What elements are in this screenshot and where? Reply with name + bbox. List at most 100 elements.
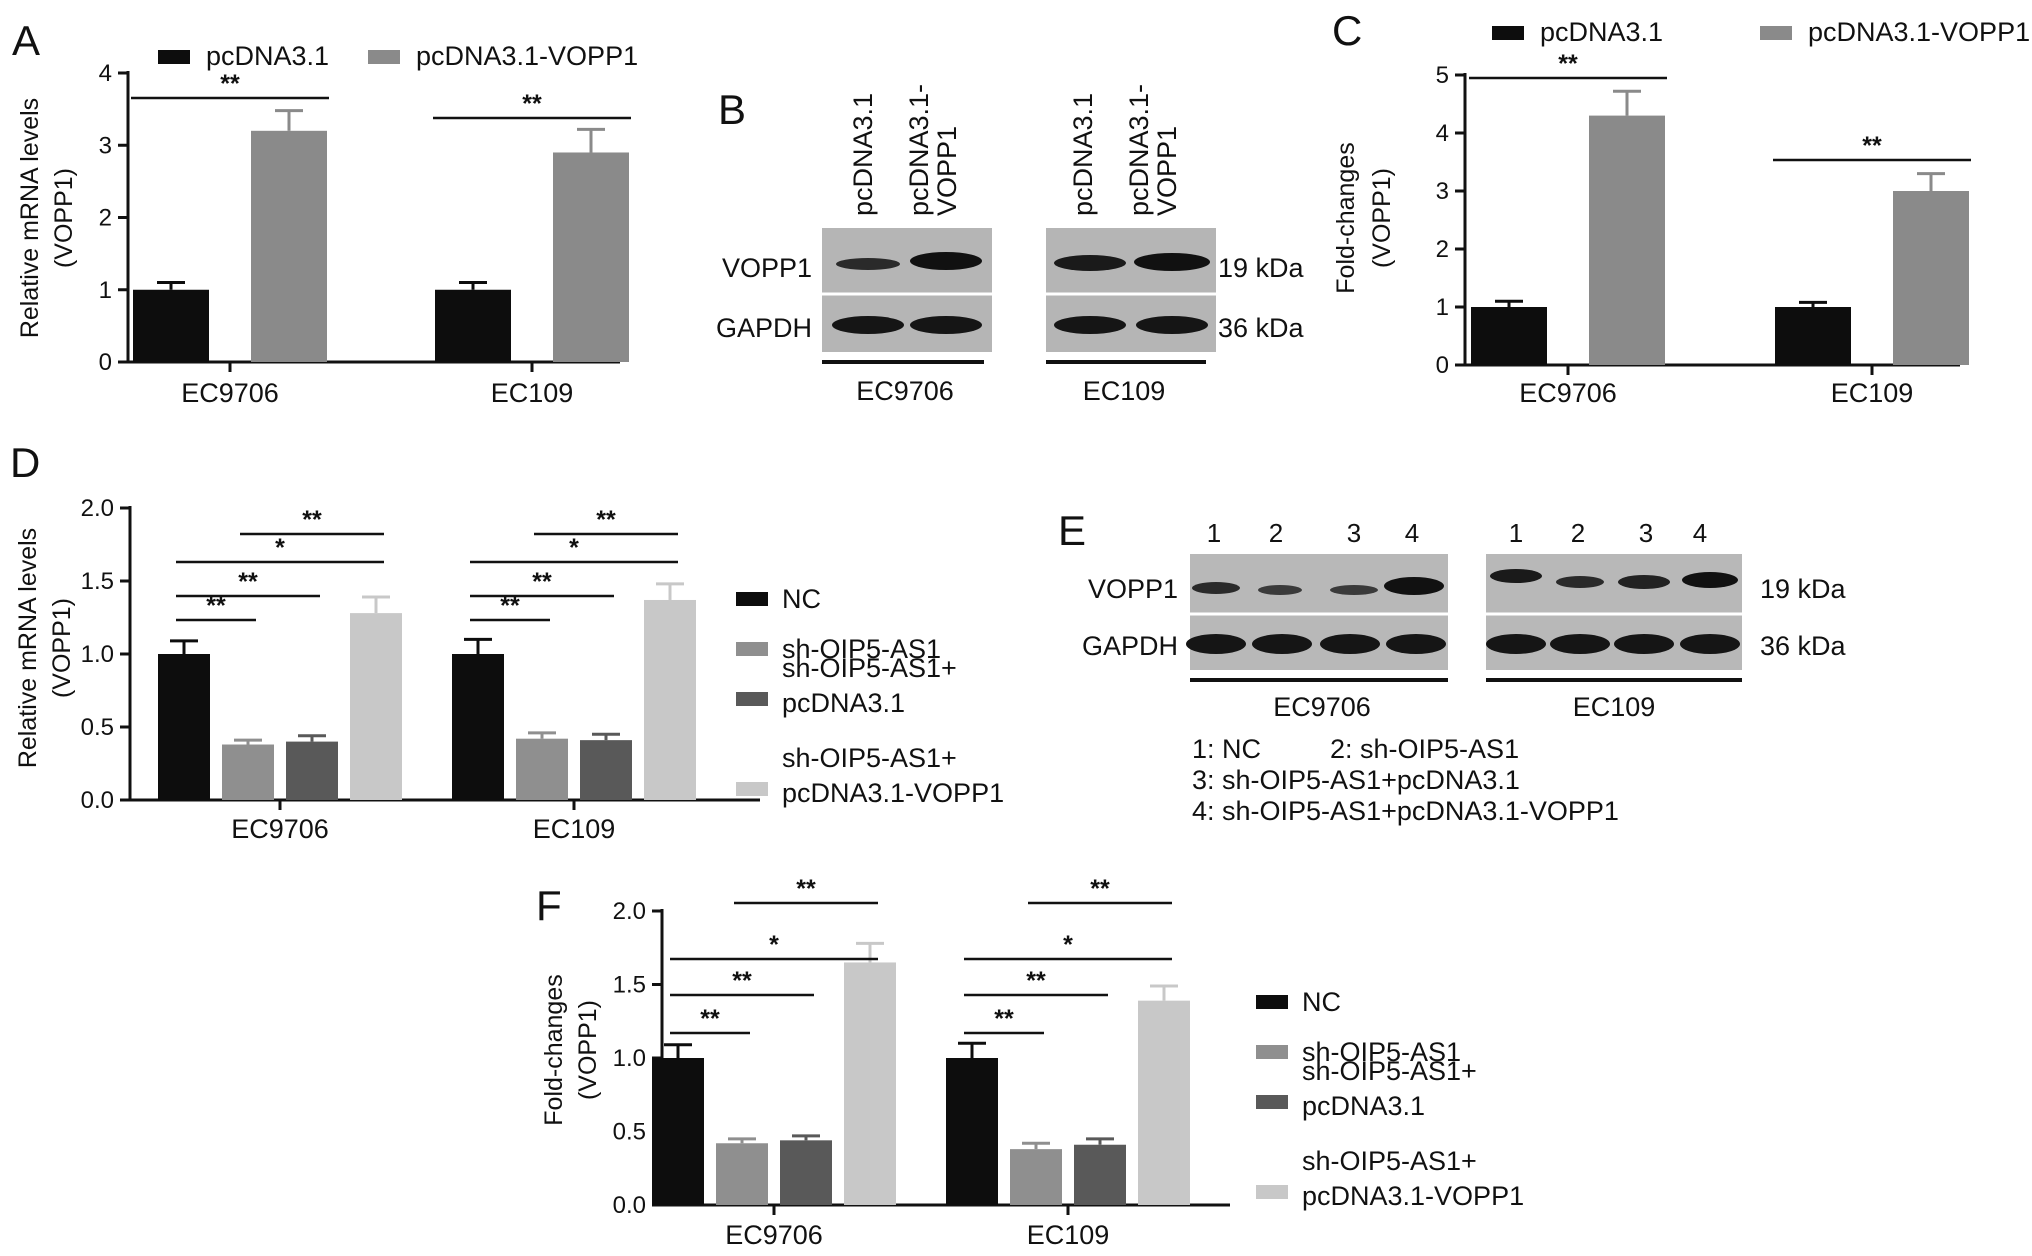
x-category-label: EC109	[1831, 378, 1914, 408]
blot-b-band-gapdh-4	[1136, 316, 1208, 334]
blot-e-size-19kda: 19 kDa	[1760, 574, 1847, 604]
y-tick-label: 2.0	[613, 898, 646, 925]
y-tick-label: 1	[1436, 294, 1449, 321]
legend-swatch	[736, 782, 768, 796]
y-tick-label: 0	[99, 349, 112, 376]
bar-a-1-0	[435, 289, 511, 362]
y-tick-label: 0.0	[613, 1192, 646, 1219]
bar-f-0-2	[780, 1140, 832, 1205]
legend-swatch	[1256, 1045, 1288, 1059]
significance-label: **	[1090, 875, 1110, 903]
blot-e-band-vopp1-2	[1258, 585, 1302, 595]
legend-label: NC	[782, 584, 821, 614]
bar-c-1-0	[1775, 307, 1851, 365]
y-axis-label: (VOPP1)	[48, 598, 76, 698]
x-category-label: EC9706	[231, 814, 329, 844]
blot-e-lane-number-7: 3	[1639, 518, 1653, 548]
legend-swatch	[736, 592, 768, 606]
legend-label: pcDNA3.1	[1302, 1091, 1425, 1121]
legend-label: sh-OIP5-AS1	[782, 634, 941, 664]
legend-swatch	[736, 692, 768, 706]
legend-swatch	[1492, 26, 1524, 40]
blot-e-key-line-1: 1: NC	[1192, 734, 1261, 764]
y-tick-label: 2	[99, 205, 112, 232]
bar-f-0-3	[844, 962, 896, 1205]
blot-e-band-gapdh-5	[1486, 634, 1546, 654]
bar-f-0-1	[716, 1143, 768, 1205]
blot-e-row-label-vopp1: VOPP1	[1088, 574, 1178, 604]
legend-label: sh-OIP5-AS1	[1302, 1037, 1461, 1067]
significance-label: **	[302, 506, 322, 534]
blot-b-row-label-gapdh: GAPDH	[716, 313, 812, 343]
blot-e-group-ec109: EC109	[1573, 692, 1656, 722]
bar-c-1-1	[1893, 191, 1969, 365]
legend-label: sh-OIP5-AS1+	[1302, 1056, 1477, 1086]
blot-e-band-vopp1-5	[1490, 569, 1542, 583]
significance-label: *	[275, 534, 285, 562]
y-tick-label: 5	[1436, 62, 1449, 89]
blot-e-band-vopp1-8	[1682, 572, 1738, 588]
significance-label: **	[238, 568, 258, 596]
blot-e-lane-number-5: 1	[1509, 518, 1523, 548]
y-tick-label: 0.5	[81, 714, 114, 741]
panel-f-chart: F 0.0 0.5 1.0 1.5 2.0 Fold-changes (VOPP1) EC970…	[536, 875, 1524, 1250]
blot-b-group-ec109: EC109	[1083, 376, 1166, 406]
legend-label: pcDNA3.1	[782, 688, 905, 718]
significance-label: **	[1558, 50, 1578, 78]
y-tick-label: 1.5	[81, 568, 114, 595]
panel-b-letter: B	[718, 86, 746, 133]
panel-c-chart: C 0 1 2 3 4 5 Fold-changes (VOPP1) EC9706 EC109 ** *…	[1332, 7, 2030, 408]
blot-e-band-vopp1-7	[1618, 575, 1670, 589]
blot-e-band-gapdh-8	[1680, 634, 1740, 654]
blot-b-image-right	[1046, 228, 1216, 352]
significance-label: **	[1026, 967, 1046, 995]
y-tick-label: 3	[99, 132, 112, 159]
blot-b-lane-label-3: pcDNA3.1	[1068, 93, 1098, 216]
y-tick-label: 0.5	[613, 1119, 646, 1146]
significance-label: **	[532, 568, 552, 596]
blot-b-lane-label-2b: VOPP1	[932, 126, 962, 216]
significance-label: **	[596, 506, 616, 534]
significance-label: *	[769, 931, 779, 959]
panel-b-western-blot: B pcDNA3.1 pcDNA3.1- VOPP1 pcDNA3.1 pcDN…	[716, 84, 1305, 406]
legend-label: sh-OIP5-AS1+	[782, 653, 957, 683]
panel-a-letter: A	[12, 17, 40, 64]
blot-b-band-gapdh-2	[910, 316, 982, 334]
blot-e-band-gapdh-6	[1550, 634, 1610, 654]
bar-d-1-3	[644, 599, 696, 800]
panel-e-letter: E	[1058, 507, 1086, 554]
significance-label: *	[569, 534, 579, 562]
blot-b-band-vopp1-2	[910, 252, 982, 270]
significance-label: **	[522, 90, 542, 118]
y-tick-label: 1	[99, 277, 112, 304]
legend-label: sh-OIP5-AS1+	[1302, 1146, 1477, 1176]
legend-label: pcDNA3.1-VOPP1	[1302, 1181, 1524, 1211]
legend-label: pcDNA3.1	[1540, 17, 1663, 47]
blot-e-size-36kda: 36 kDa	[1760, 631, 1847, 661]
x-category-label: EC9706	[1519, 378, 1617, 408]
panel-d-letter: D	[10, 439, 40, 486]
y-tick-label: 0	[1436, 352, 1449, 379]
bar-a-0-1	[251, 130, 327, 362]
legend-swatch	[158, 50, 190, 64]
panel-e-western-blot: E 1 2 3 4 1 2 3 4 VOPP1 GAPDH 19 kDa 36 …	[1058, 507, 1847, 826]
blot-e-lane-number-2: 2	[1269, 518, 1283, 548]
blot-e-lane-number-1: 1	[1207, 518, 1221, 548]
y-tick-label: 2.0	[81, 495, 114, 522]
significance-label: **	[796, 875, 816, 903]
blot-b-size-36kda: 36 kDa	[1218, 313, 1305, 343]
blot-e-lane-number-4: 4	[1405, 518, 1419, 548]
significance-label: **	[994, 1005, 1014, 1033]
blot-e-group-ec9706: EC9706	[1273, 692, 1371, 722]
y-axis-label: Fold-changes	[540, 974, 568, 1125]
blot-b-band-vopp1-3	[1054, 255, 1126, 271]
bar-f-0-0	[652, 1058, 704, 1205]
legend-label: pcDNA3.1	[206, 41, 329, 71]
blot-e-lane-number-3: 3	[1347, 518, 1361, 548]
bar-f-1-2	[1074, 1144, 1126, 1205]
legend-label: pcDNA3.1-VOPP1	[782, 778, 1004, 808]
blot-e-lane-number-8: 4	[1693, 518, 1707, 548]
significance-label: *	[1063, 931, 1073, 959]
x-category-label: EC109	[1027, 1220, 1110, 1250]
